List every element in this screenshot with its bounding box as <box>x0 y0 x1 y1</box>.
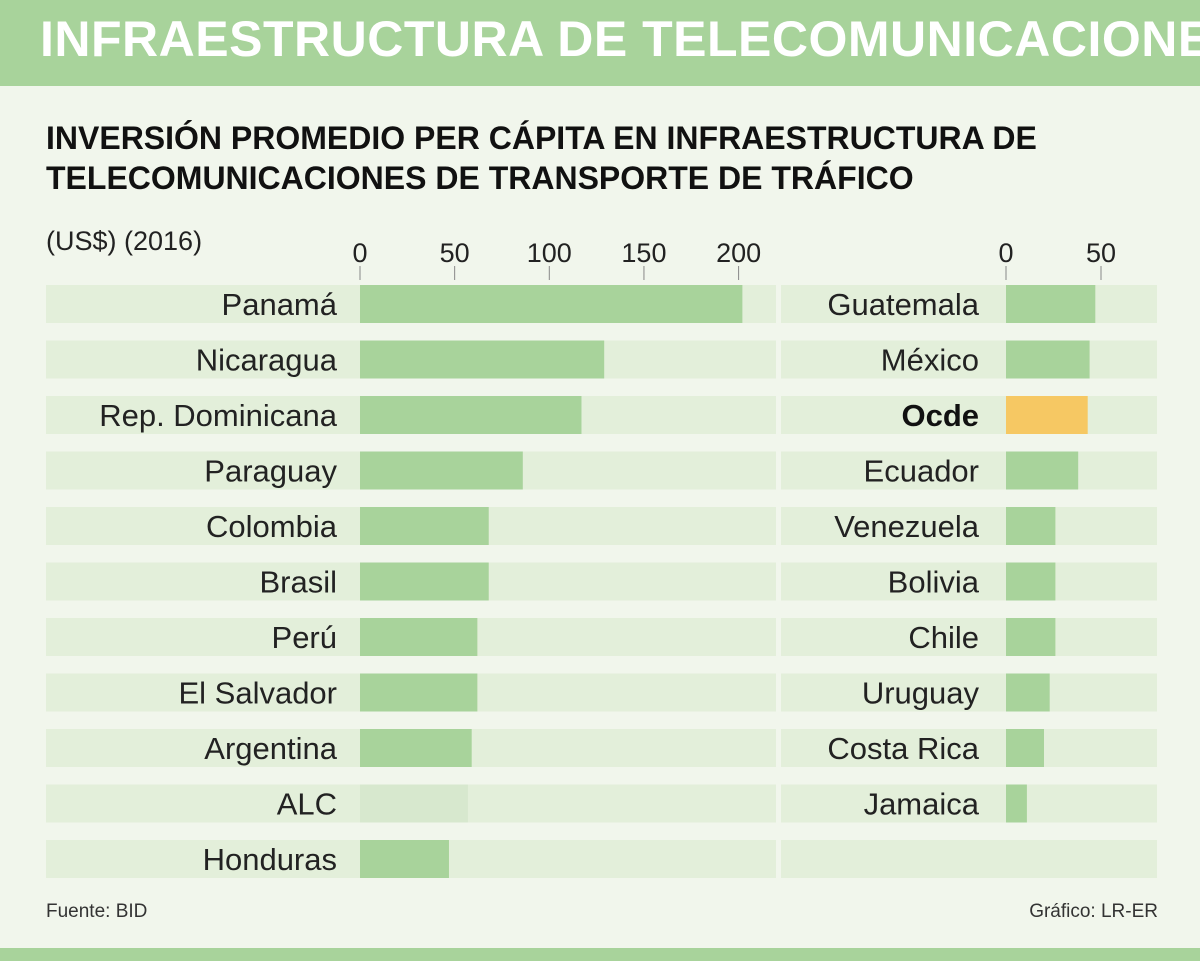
left-category-label: Rep. Dominicana <box>99 398 338 433</box>
right-bar-6 <box>1006 618 1056 656</box>
right-category-label: Jamaica <box>864 787 980 822</box>
left-category-label: Nicaragua <box>196 343 338 378</box>
source-note: Fuente: BID <box>46 901 148 922</box>
right-bar-5 <box>1006 562 1056 601</box>
left-category-label: Paraguay <box>204 454 337 489</box>
left-bar-2 <box>360 396 582 434</box>
left-bar-1 <box>360 340 605 379</box>
left-category-label: Perú <box>272 620 337 655</box>
bottom-band <box>0 948 1200 961</box>
unit-label: (US$) (2016) <box>46 226 203 256</box>
left-bar-3 <box>360 451 523 490</box>
left-category-label: Argentina <box>204 731 337 766</box>
right-category-label: Guatemala <box>827 287 979 322</box>
right-row-track <box>781 396 1157 434</box>
right-bar-7 <box>1006 673 1050 712</box>
right-bar-3 <box>1006 451 1079 490</box>
right-row-track <box>781 507 1157 545</box>
right-row-track <box>781 451 1157 490</box>
right-row-track <box>781 673 1157 712</box>
left-bar-7 <box>360 673 478 712</box>
left-tick-label: 200 <box>716 238 761 268</box>
right-category-label: Costa Rica <box>827 731 979 766</box>
right-row-track <box>781 618 1157 656</box>
credit-note: Gráfico: LR-ER <box>1029 901 1158 922</box>
header-band: INFRAESTRUCTURA DE TELECOMUNICACIONES <box>0 0 1200 86</box>
right-bar-2 <box>1006 396 1088 434</box>
left-category-label: Brasil <box>259 565 337 600</box>
left-bar-4 <box>360 507 489 545</box>
right-bar-8 <box>1006 729 1044 767</box>
right-row-track <box>781 729 1157 767</box>
right-category-label: Venezuela <box>834 509 980 544</box>
left-tick-label: 0 <box>352 238 367 268</box>
right-row-track <box>781 840 1157 878</box>
right-category-label: México <box>881 343 979 378</box>
left-category-label: ALC <box>277 787 337 822</box>
left-category-label: Colombia <box>206 509 338 544</box>
left-bar-0 <box>360 285 743 323</box>
right-tick-label: 0 <box>998 238 1013 268</box>
left-bar-10 <box>360 840 449 878</box>
left-tick-label: 50 <box>440 238 470 268</box>
left-category-label: El Salvador <box>178 676 337 711</box>
right-bar-9 <box>1006 784 1027 823</box>
right-row-track <box>781 784 1157 823</box>
page-title: INFRAESTRUCTURA DE TELECOMUNICACIONES <box>40 11 1200 67</box>
left-tick-label: 100 <box>527 238 572 268</box>
left-bar-8 <box>360 729 472 767</box>
left-category-label: Panamá <box>222 287 338 322</box>
right-category-label: Ocde <box>901 398 979 433</box>
right-category-label: Bolivia <box>888 565 980 600</box>
right-bar-1 <box>1006 340 1090 379</box>
right-bar-4 <box>1006 507 1056 545</box>
right-category-label: Chile <box>908 620 979 655</box>
right-bar-0 <box>1006 285 1096 323</box>
left-category-label: Honduras <box>203 842 337 877</box>
right-tick-label: 50 <box>1086 238 1116 268</box>
right-category-label: Ecuador <box>864 454 979 489</box>
right-row-track <box>781 340 1157 379</box>
left-bar-5 <box>360 562 489 601</box>
left-bar-9 <box>360 784 468 823</box>
left-bar-6 <box>360 618 478 656</box>
right-category-label: Uruguay <box>862 676 980 711</box>
left-tick-label: 150 <box>621 238 666 268</box>
right-row-track <box>781 562 1157 601</box>
chart-subtitle: INVERSIÓN PROMEDIO PER CÁPITA EN INFRAES… <box>46 120 1037 196</box>
